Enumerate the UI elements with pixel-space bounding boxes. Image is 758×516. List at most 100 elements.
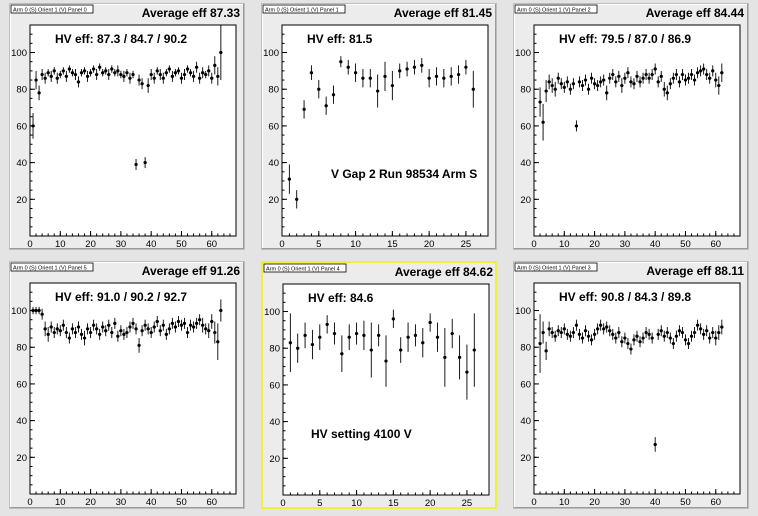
point-marker	[146, 327, 150, 331]
point-marker	[161, 323, 165, 327]
point-marker	[617, 330, 621, 335]
data-point	[143, 157, 147, 169]
point-marker	[116, 69, 120, 73]
data-point	[656, 76, 660, 88]
point-marker	[680, 72, 685, 77]
data-point	[182, 317, 187, 329]
point-marker	[465, 370, 469, 374]
point-marker	[720, 71, 724, 75]
y-tick-label: 80	[16, 85, 27, 96]
data-point	[346, 59, 350, 75]
data-point	[449, 67, 453, 86]
x-tick-label: 30	[620, 497, 631, 508]
point-marker	[626, 341, 630, 346]
data-point	[608, 72, 612, 84]
pad-title: Arm 0 (S) Orient 1 (V) Panel 4	[266, 266, 340, 272]
data-point	[589, 334, 594, 346]
point-marker	[170, 321, 174, 325]
point-marker	[110, 67, 114, 71]
data-point	[324, 96, 328, 115]
point-marker	[538, 100, 542, 104]
hv-eff-label: HV eff: 90.8 / 84.3 / 89.8	[559, 290, 691, 304]
data-point	[435, 322, 440, 352]
data-point	[665, 85, 669, 101]
point-marker	[580, 336, 585, 340]
data-point	[361, 69, 365, 88]
point-marker	[413, 333, 418, 337]
data-point	[677, 325, 682, 337]
data-point	[191, 321, 196, 333]
point-marker	[428, 320, 432, 325]
data-point	[158, 325, 162, 337]
panel-pad-1[interactable]: Arm 0 (S) Orient 1 (V) Panel 1 Average ef…	[261, 3, 497, 250]
point-marker	[662, 334, 666, 338]
point-marker	[383, 74, 387, 78]
data-point	[140, 78, 144, 90]
data-point	[362, 320, 366, 351]
point-marker	[659, 74, 663, 78]
data-point	[70, 323, 75, 335]
point-marker	[583, 78, 588, 82]
data-point	[602, 74, 606, 86]
data-point	[586, 330, 591, 342]
average-eff-label: Average eff 91.26	[142, 264, 241, 278]
data-point	[137, 74, 141, 86]
point-marker	[46, 71, 50, 75]
data-point	[219, 299, 223, 322]
point-marker	[295, 197, 299, 201]
data-point	[541, 321, 545, 344]
data-point	[113, 317, 117, 329]
data-point	[201, 317, 205, 333]
point-marker	[119, 72, 123, 77]
point-marker	[574, 124, 579, 128]
point-marker	[340, 352, 344, 356]
point-marker	[40, 72, 44, 77]
x-tick-label: 50	[680, 239, 691, 250]
point-marker	[173, 325, 178, 329]
point-marker	[689, 72, 694, 77]
data-point	[92, 319, 96, 331]
point-marker	[571, 82, 575, 86]
point-marker	[185, 67, 190, 71]
panel-pad-2[interactable]: Arm 0 (S) Orient 1 (V) Panel 2 Average ef…	[513, 3, 749, 250]
panel-pad-3[interactable]: Arm 0 (S) Orient 1 (V) Panel 3 Average ef…	[513, 261, 749, 509]
point-marker	[146, 83, 150, 88]
data-point	[623, 72, 627, 84]
point-marker	[101, 325, 105, 329]
point-marker	[55, 327, 59, 331]
panel-plot-5: Arm 0 (S) Orient 1 (V) Panel 5 Average ef…	[10, 262, 241, 508]
point-marker	[405, 67, 409, 71]
data-point	[671, 338, 675, 350]
point-marker	[568, 87, 572, 91]
point-marker	[210, 76, 214, 80]
data-point	[583, 74, 588, 86]
panel-pad-0[interactable]: Arm 0 (S) Orient 1 (V) Panel 0 Average ef…	[9, 3, 245, 250]
x-tick-label: 20	[85, 497, 96, 508]
point-marker	[695, 71, 700, 75]
point-marker	[67, 336, 71, 340]
data-point	[88, 69, 93, 77]
plot-frame	[281, 24, 489, 237]
pad-title: Arm 0 (S) Orient 1 (V) Panel 5	[13, 265, 87, 271]
point-marker	[31, 308, 35, 313]
y-tick-label: 80	[520, 343, 531, 354]
point-marker	[620, 340, 624, 344]
point-marker	[179, 76, 184, 80]
point-marker	[79, 71, 84, 75]
data-point	[216, 323, 220, 361]
data-point	[583, 325, 588, 337]
panel-pad-4[interactable]: Arm 0 (S) Orient 1 (V) Panel 4 Average ef…	[261, 261, 497, 509]
point-marker	[686, 76, 691, 80]
point-marker	[125, 71, 129, 75]
data-point	[705, 69, 709, 81]
pad-title: Arm 0 (S) Orient 1 (V) Panel 3	[517, 265, 591, 271]
data-point	[119, 70, 123, 79]
y-tick-label: 100	[11, 48, 27, 59]
point-marker	[73, 72, 78, 77]
data-point	[92, 65, 96, 73]
data-point	[210, 314, 214, 329]
panel-pad-5[interactable]: Arm 0 (S) Orient 1 (V) Panel 5 Average ef…	[9, 261, 245, 509]
point-marker	[602, 327, 606, 331]
point-marker	[309, 71, 314, 75]
point-marker	[368, 76, 372, 80]
